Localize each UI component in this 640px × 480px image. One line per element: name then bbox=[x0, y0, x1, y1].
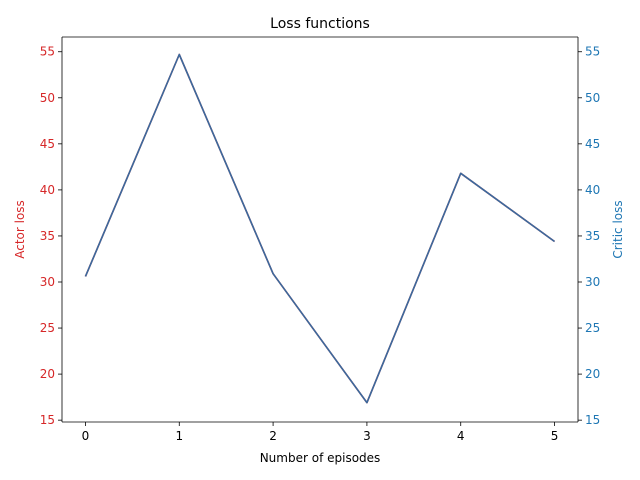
left-y-tick-label: 50 bbox=[40, 91, 55, 105]
right-y-tick-label: 20 bbox=[585, 367, 600, 381]
series-line-right bbox=[84, 53, 556, 404]
right-y-axis: 15 20 25 30 35 40 45 50 55 bbox=[578, 45, 600, 427]
x-tick-label: 2 bbox=[269, 429, 277, 443]
right-y-tick-label: 40 bbox=[585, 183, 600, 197]
x-tick-label: 5 bbox=[551, 429, 559, 443]
axes-frame bbox=[61, 36, 579, 423]
right-y-tick-label: 55 bbox=[585, 45, 600, 59]
right-y-tick-label: 45 bbox=[585, 137, 600, 151]
x-tick-label: 3 bbox=[363, 429, 371, 443]
left-y-axis-label: Actor loss bbox=[13, 200, 27, 259]
left-y-axis: 15 20 25 30 35 40 45 50 55 bbox=[40, 45, 62, 427]
right-y-tick-label: 30 bbox=[585, 275, 600, 289]
left-y-tick-label: 40 bbox=[40, 183, 55, 197]
left-y-tick-label: 20 bbox=[40, 367, 55, 381]
x-tick-label: 0 bbox=[82, 429, 90, 443]
x-tick-label: 4 bbox=[457, 429, 465, 443]
right-y-axis-label: Critic loss bbox=[611, 200, 625, 258]
left-y-tick-label: 45 bbox=[40, 137, 55, 151]
right-y-tick-label: 25 bbox=[585, 321, 600, 335]
series-line-left bbox=[84, 53, 556, 404]
left-y-tick-label: 30 bbox=[40, 275, 55, 289]
chart-title: Loss functions bbox=[270, 16, 370, 32]
right-y-tick-label: 15 bbox=[585, 413, 600, 427]
series-layer bbox=[84, 53, 556, 404]
left-y-tick-label: 25 bbox=[40, 321, 55, 335]
left-y-tick-label: 15 bbox=[40, 413, 55, 427]
right-y-tick-label: 35 bbox=[585, 229, 600, 243]
left-y-tick-label: 35 bbox=[40, 229, 55, 243]
x-axis: 0 1 2 3 4 5 bbox=[82, 422, 559, 443]
x-axis-label: Number of episodes bbox=[260, 451, 381, 465]
left-y-tick-label: 55 bbox=[40, 45, 55, 59]
x-tick-label: 1 bbox=[175, 429, 183, 443]
right-y-tick-label: 50 bbox=[585, 91, 600, 105]
